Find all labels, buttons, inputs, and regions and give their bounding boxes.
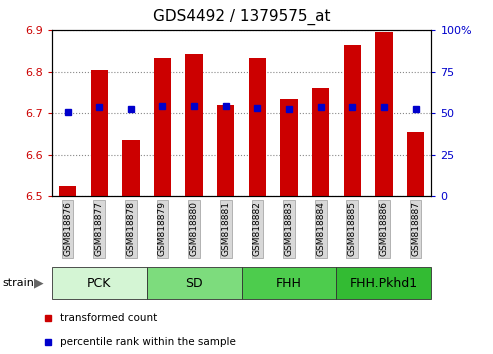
Bar <box>59 186 76 196</box>
Text: FHH.Pkhd1: FHH.Pkhd1 <box>350 277 418 290</box>
Text: FHH: FHH <box>276 277 302 290</box>
Text: ▶: ▶ <box>34 277 43 290</box>
Bar <box>281 99 298 196</box>
Bar <box>407 132 424 196</box>
Bar <box>185 54 203 196</box>
Bar <box>248 58 266 196</box>
Bar <box>217 105 235 196</box>
Bar <box>344 45 361 196</box>
Bar <box>154 58 171 196</box>
Bar <box>147 267 242 299</box>
Text: transformed count: transformed count <box>60 313 157 323</box>
Text: strain: strain <box>2 278 35 288</box>
Bar <box>52 267 147 299</box>
Text: SD: SD <box>185 277 203 290</box>
Bar <box>91 70 108 196</box>
Bar <box>312 88 329 196</box>
Text: PCK: PCK <box>87 277 111 290</box>
Bar <box>375 32 392 196</box>
Text: percentile rank within the sample: percentile rank within the sample <box>60 337 236 347</box>
Text: GDS4492 / 1379575_at: GDS4492 / 1379575_at <box>153 9 330 25</box>
Bar <box>122 140 140 196</box>
Bar <box>336 267 431 299</box>
Bar <box>242 267 336 299</box>
